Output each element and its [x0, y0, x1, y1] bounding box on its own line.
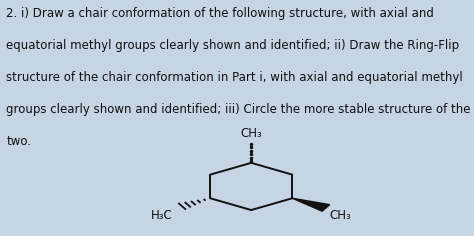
Text: structure of the chair conformation in Part i, with axial and equatorial methyl: structure of the chair conformation in P… [6, 71, 463, 84]
Text: CH₃: CH₃ [330, 209, 352, 222]
Polygon shape [292, 198, 330, 211]
Text: H₃C: H₃C [151, 209, 173, 222]
Text: two.: two. [6, 135, 31, 148]
Text: groups clearly shown and identified; iii) Circle the more stable structure of th: groups clearly shown and identified; iii… [6, 103, 471, 116]
Text: equatorial methyl groups clearly shown and identified; ii) Draw the Ring-Flip: equatorial methyl groups clearly shown a… [6, 39, 459, 52]
Text: 2. i) Draw a chair conformation of the following structure, with axial and: 2. i) Draw a chair conformation of the f… [6, 7, 434, 20]
Text: CH₃: CH₃ [240, 127, 262, 140]
